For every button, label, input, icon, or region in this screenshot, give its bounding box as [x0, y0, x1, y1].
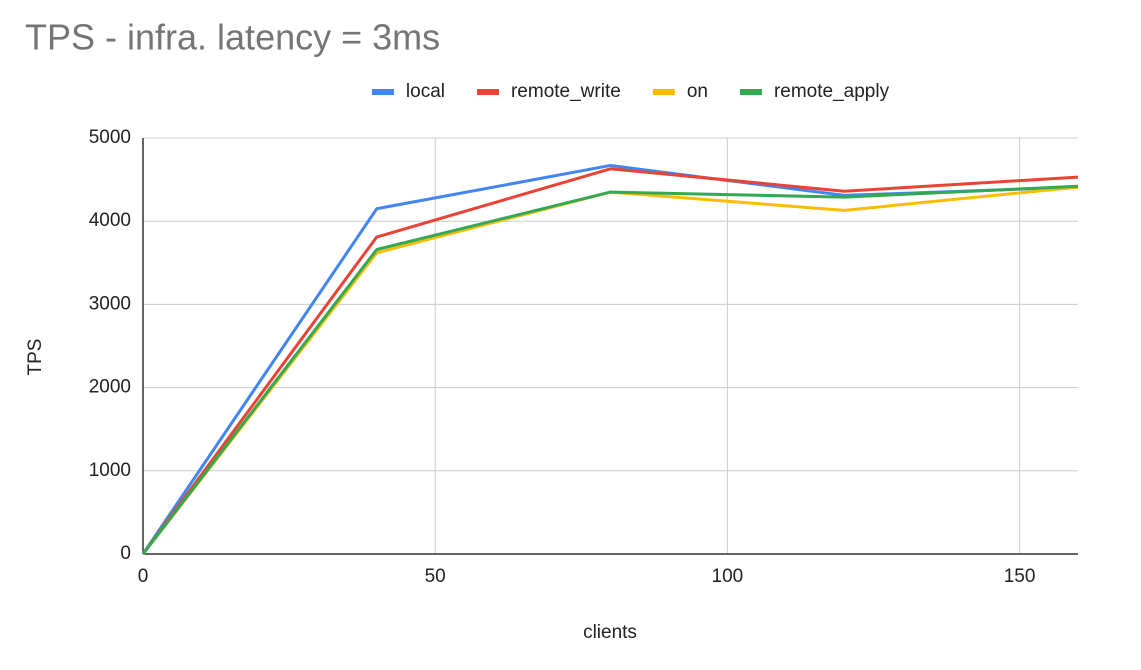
legend-label: remote_write: [511, 81, 621, 102]
x-tick-label: 150: [1004, 566, 1036, 587]
chart-title: TPS - infra. latency = 3ms: [25, 17, 440, 58]
y-tick-label: 0: [120, 543, 131, 564]
y-tick-label: 4000: [89, 210, 131, 231]
x-tick-label: 50: [425, 566, 446, 587]
y-tick-label: 3000: [89, 293, 131, 314]
y-tick-label: 5000: [89, 127, 131, 148]
legend-label: remote_apply: [774, 81, 890, 102]
x-axis-label: clients: [583, 622, 637, 643]
y-tick-label: 2000: [89, 377, 131, 398]
data-line: [141, 163, 1079, 555]
x-tick-label: 100: [712, 566, 744, 587]
y-tick-label: 1000: [89, 460, 131, 481]
x-tick-label: 0: [138, 566, 149, 587]
y-axis-label: TPS: [25, 339, 46, 376]
data-line: [141, 184, 1079, 555]
data-line: [141, 167, 1079, 555]
legend-label: on: [687, 81, 708, 102]
legend-label: local: [406, 81, 445, 102]
